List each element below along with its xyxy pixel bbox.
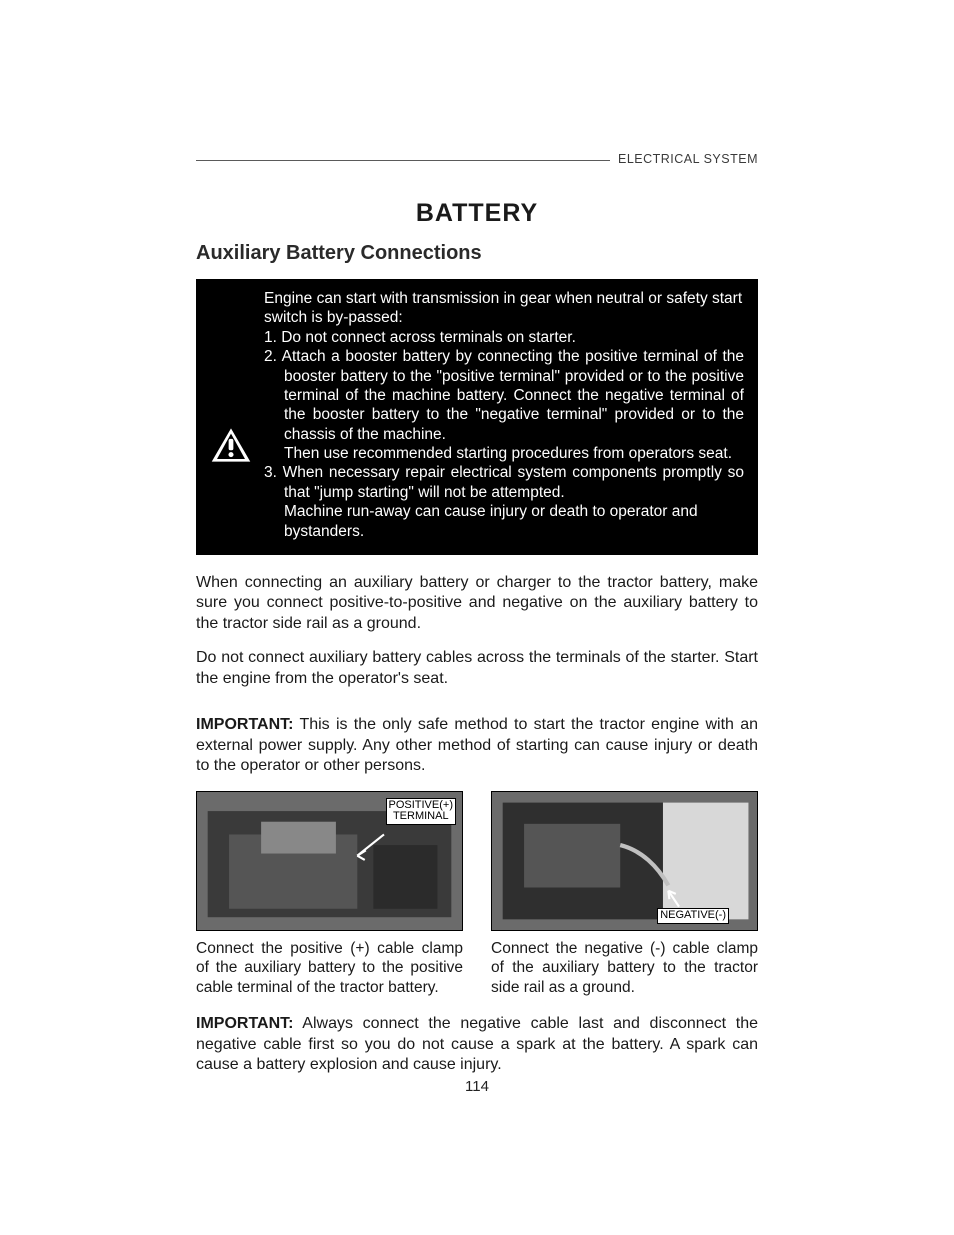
important-note-1: IMPORTANT: This is the only safe method … — [196, 715, 758, 776]
warning-intro: Engine can start with transmission in ge… — [264, 289, 744, 328]
callout-line1: POSITIVE(+) — [389, 799, 454, 811]
section-header: ELECTRICAL SYSTEM — [610, 152, 758, 166]
warning-item-3b: Machine run-away can cause injury or dea… — [264, 502, 744, 541]
figures-row: POSITIVE(+) TERMINAL Connect the positiv… — [196, 791, 758, 998]
important-label-2: IMPORTANT: — [196, 1015, 293, 1032]
warning-box: Engine can start with transmission in ge… — [196, 279, 758, 555]
page-title: BATTERY — [196, 199, 758, 228]
page-number: 114 — [0, 1078, 954, 1095]
callout-negative: NEGATIVE(-) — [657, 908, 729, 924]
important-note-2: IMPORTANT: Always connect the negative c… — [196, 1014, 758, 1075]
header-rule: ELECTRICAL SYSTEM — [196, 160, 758, 161]
caption-right: Connect the negative (-) cable clamp of … — [491, 939, 758, 998]
figure-left-frame: POSITIVE(+) TERMINAL — [196, 791, 463, 931]
body-paragraph-1: When connecting an auxiliary battery or … — [196, 573, 758, 634]
body-paragraph-2: Do not connect auxiliary battery cables … — [196, 648, 758, 689]
warning-icon — [210, 426, 252, 464]
warning-item-1: 1. Do not connect across terminals on st… — [264, 328, 744, 347]
warning-item-3: 3. When necessary repair electrical syst… — [264, 463, 744, 502]
callout-positive: POSITIVE(+) TERMINAL — [386, 798, 457, 825]
figure-right: NEGATIVE(-) Connect the negative (-) cab… — [491, 791, 758, 998]
callout-line2: TERMINAL — [393, 810, 449, 822]
caption-left: Connect the positive (+) cable clamp of … — [196, 939, 463, 998]
manual-page: ELECTRICAL SYSTEM BATTERY Auxiliary Batt… — [0, 0, 954, 1235]
warning-item-2: 2. Attach a booster battery by connectin… — [264, 347, 744, 444]
important-label: IMPORTANT: — [196, 716, 293, 733]
warning-text: Engine can start with transmission in ge… — [264, 289, 744, 541]
callout-neg-text: NEGATIVE(-) — [660, 909, 726, 921]
figure-left: POSITIVE(+) TERMINAL Connect the positiv… — [196, 791, 463, 998]
warning-item-2b: Then use recommended starting procedures… — [264, 444, 744, 463]
page-subtitle: Auxiliary Battery Connections — [196, 242, 758, 265]
figure-right-frame: NEGATIVE(-) — [491, 791, 758, 931]
